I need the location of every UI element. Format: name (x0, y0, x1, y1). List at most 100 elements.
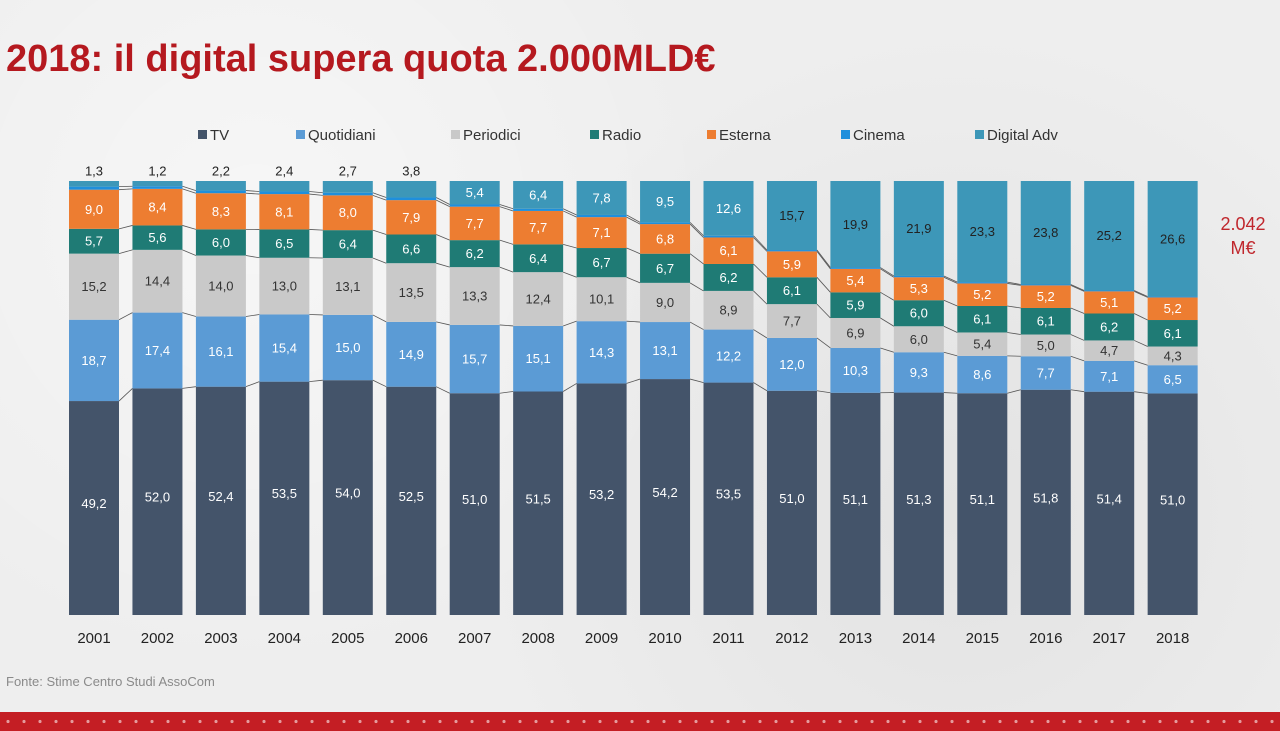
legend-item-esterna: Esterna (707, 127, 771, 144)
bar-segment-digital-adv (1147, 181, 1198, 297)
bar-label-periodici: 15,2 (81, 279, 106, 294)
bar-segment-cinema (259, 191, 310, 195)
bar-segment-radio (1147, 320, 1198, 347)
bar-segment-digital-adv (132, 181, 183, 187)
bar-label-tv: 53,5 (272, 486, 297, 501)
bar-segment-periodici (386, 263, 437, 322)
bar-segment-periodici (576, 277, 627, 322)
bar-label-periodici: 13,0 (272, 279, 297, 294)
series-connector (1134, 340, 1148, 347)
series-connector (880, 267, 895, 277)
series-connector (1007, 283, 1021, 286)
bar-label-quotidiani: 12,0 (779, 357, 804, 372)
series-connector (1070, 285, 1085, 292)
bar-segment-digital-adv (1020, 181, 1071, 285)
series-connector (816, 277, 831, 293)
bar-label-digital-adv: 23,8 (1033, 225, 1058, 240)
bar-segment-quotidiani (1020, 356, 1071, 390)
bar-segment-cinema (576, 214, 627, 218)
bar-label-radio: 6,7 (656, 261, 674, 276)
bar-label-radio: 6,4 (529, 251, 547, 266)
bar-label-digital-adv: 23,3 (970, 224, 995, 239)
bar-label-esterna: 6,1 (719, 243, 737, 258)
legend-label: TV (210, 127, 229, 144)
x-tick-label: 2012 (775, 630, 808, 647)
legend-swatch (590, 130, 599, 139)
x-tick-label: 2010 (648, 630, 681, 647)
bar-segment-radio (893, 300, 944, 327)
x-tick-label: 2004 (268, 630, 301, 647)
bar-label-digital-adv: 2,7 (339, 164, 357, 179)
series-connector (372, 257, 387, 264)
series-connector (880, 347, 894, 353)
series-connector (118, 249, 133, 255)
bar-segment-tv (640, 379, 691, 615)
x-tick-label: 2005 (331, 630, 364, 647)
bar-segment-radio (195, 229, 246, 256)
bar-label-periodici: 7,7 (783, 314, 801, 329)
bar-segment-periodici (703, 290, 754, 330)
bar-label-tv: 54,0 (335, 485, 360, 500)
bar-label-radio: 6,6 (402, 241, 420, 256)
bar-segment-periodici (1147, 346, 1198, 366)
bar-stack-2005: 54,0 15,0 13,1 6,4 8,0 2,7 (322, 164, 373, 615)
bar-label-radio: 6,2 (466, 246, 484, 261)
series-connector (436, 197, 450, 205)
bar-segment-esterna (1084, 291, 1135, 314)
bar-segment-periodici (1084, 340, 1135, 361)
bar-segment-esterna (259, 194, 310, 230)
bar-label-quotidiani: 8,6 (973, 367, 991, 382)
bar-segment-digital-adv (957, 181, 1008, 283)
bar-label-tv: 52,4 (208, 489, 233, 504)
legend-label: Periodici (463, 127, 521, 144)
series-connector (309, 229, 323, 231)
bar-stack-2011: 53,5 12,2 8,9 6,2 6,1 12,6 (703, 181, 754, 615)
series-connector (753, 290, 768, 305)
series-connector (245, 190, 260, 192)
x-tick-label: 2014 (902, 630, 935, 647)
series-connector (753, 263, 768, 278)
legend-swatch (707, 130, 716, 139)
bar-label-quotidiani: 13,1 (652, 343, 677, 358)
series-connector (1007, 389, 1021, 394)
bar-label-esterna: 6,8 (656, 231, 674, 246)
bar-segment-quotidiani (703, 329, 754, 383)
series-connector (182, 386, 196, 389)
series-connector (1134, 290, 1148, 297)
bar-label-radio: 6,7 (593, 255, 611, 270)
bar-label-digital-adv: 26,6 (1160, 231, 1185, 246)
bar-segment-periodici (195, 255, 246, 317)
series-connector (689, 223, 704, 238)
series-connector (1070, 307, 1085, 314)
series-connector (436, 199, 450, 208)
series-connector (943, 392, 958, 394)
x-tick-label: 2017 (1093, 630, 1126, 647)
series-connector (182, 188, 197, 194)
bar-label-tv: 51,0 (462, 492, 487, 507)
series-connector (182, 249, 197, 256)
series-connector (880, 291, 895, 301)
bar-segment-periodici (449, 267, 500, 325)
bar-label-esterna: 9,0 (85, 202, 103, 217)
bar-label-quotidiani: 14,9 (399, 347, 424, 362)
bar-stack-2018: 51,0 6,5 4,3 6,1 5,2 26,6 (1147, 181, 1198, 615)
bar-segment-tv (69, 401, 119, 615)
bar-segment-cinema (766, 250, 817, 252)
bar-label-esterna: 7,9 (402, 210, 420, 225)
bar-segment-cinema (132, 186, 183, 189)
series-connector (1070, 284, 1085, 291)
bar-label-periodici: 14,4 (145, 274, 170, 289)
bar-segment-esterna (1020, 285, 1071, 308)
bar-segment-quotidiani (957, 355, 1008, 394)
series-connector (943, 276, 958, 284)
bar-label-periodici: 4,7 (1100, 343, 1118, 358)
legend-swatch (841, 130, 850, 139)
legend-swatch (975, 130, 984, 139)
bar-segment-esterna (703, 237, 754, 264)
bar-label-periodici: 13,5 (399, 285, 424, 300)
legend-item-tv: TV (198, 127, 229, 144)
series-connector (309, 379, 323, 383)
bar-segment-esterna (893, 277, 944, 301)
page-title: 2018: il digital supera quota 2.000MLD€ (6, 38, 716, 80)
legend-label: Digital Adv (987, 127, 1058, 144)
